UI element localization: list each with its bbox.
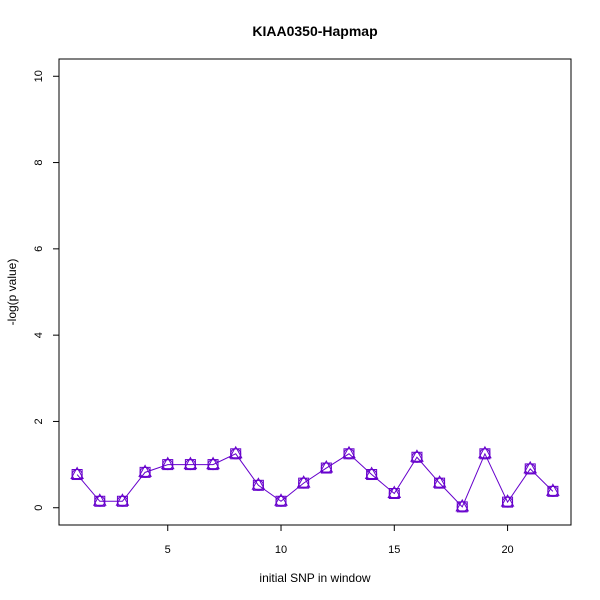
- x-tick-label: 5: [165, 544, 171, 556]
- x-tick-label: 15: [388, 544, 400, 556]
- data-point-triangle: [115, 493, 130, 506]
- data-point-square: [207, 459, 219, 471]
- y-tick-label: 0: [33, 505, 45, 511]
- series-group: [70, 445, 560, 513]
- y-tick-label: 4: [33, 332, 45, 338]
- x-tick-label: 20: [501, 544, 513, 556]
- data-point-square: [275, 495, 287, 507]
- data-point-square: [94, 495, 106, 507]
- data-point-square: [320, 462, 332, 474]
- chart-title: KIAA0350-Hapmap: [252, 23, 377, 39]
- y-axis-label: -log(p value): [5, 259, 19, 326]
- data-point-triangle: [274, 493, 288, 506]
- data-point-triangle: [251, 477, 266, 490]
- data-point-square: [71, 469, 83, 481]
- data-point-square: [184, 459, 196, 471]
- data-point-square: [524, 463, 536, 475]
- data-point-triangle: [364, 466, 379, 480]
- data-point-triangle: [478, 445, 492, 459]
- data-point-square: [162, 459, 174, 471]
- data-point-square: [366, 469, 378, 481]
- data-point-triangle: [160, 456, 175, 470]
- data-point-square: [298, 477, 310, 489]
- data-point-square: [547, 485, 559, 497]
- x-axis-label: initial SNP in window: [259, 571, 370, 585]
- data-point-triangle: [228, 445, 243, 459]
- y-tick-label: 10: [33, 70, 45, 82]
- data-point-triangle: [342, 445, 356, 459]
- data-point-square: [388, 488, 400, 500]
- y-tick-label: 6: [33, 246, 45, 252]
- data-point-square: [456, 501, 468, 513]
- x-axis: 5 10 15 20: [165, 525, 514, 556]
- data-point-triangle: [296, 475, 311, 488]
- data-point-square: [411, 451, 423, 463]
- data-point-triangle: [183, 456, 198, 470]
- data-point-square: [116, 495, 128, 507]
- data-point-triangle: [500, 494, 515, 507]
- data-point-square: [252, 479, 264, 491]
- y-tick-label: 8: [33, 159, 45, 165]
- data-point-triangle: [410, 449, 424, 462]
- data-point-triangle: [455, 498, 470, 512]
- series-line: [76, 452, 554, 508]
- y-tick-label: 2: [33, 418, 45, 424]
- data-point-triangle: [387, 485, 402, 499]
- data-point-triangle: [546, 483, 560, 496]
- data-point-square: [343, 448, 355, 460]
- data-point-triangle: [206, 456, 220, 470]
- data-point-square: [502, 496, 514, 508]
- data-point-square: [139, 466, 151, 478]
- y-axis: 0 2 4 6 8 10: [33, 70, 59, 511]
- data-point-triangle: [432, 475, 447, 488]
- data-point-triangle: [138, 464, 152, 477]
- x-tick-label: 10: [275, 544, 287, 556]
- data-point-square: [230, 448, 242, 460]
- data-point-triangle: [70, 466, 84, 480]
- data-point-square: [479, 448, 491, 460]
- data-point-triangle: [92, 493, 107, 506]
- plot-frame: [58, 58, 572, 526]
- data-point-square: [434, 477, 446, 489]
- data-point-triangle: [523, 460, 538, 474]
- data-point-triangle: [319, 460, 334, 473]
